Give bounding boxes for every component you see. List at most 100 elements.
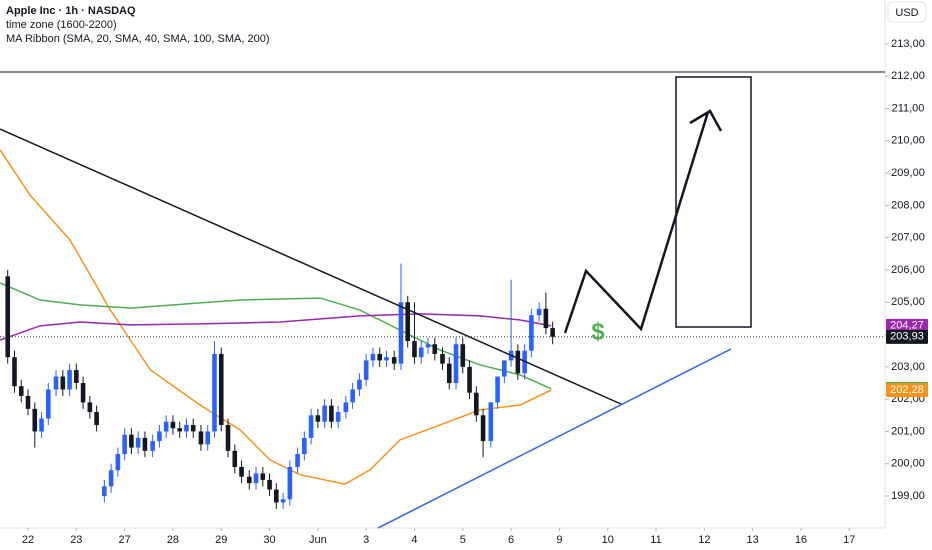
indicator-label: MA Ribbon (SMA, 20, SMA, 40, SMA, 100, S… — [6, 33, 270, 45]
moving-average — [0, 149, 552, 485]
candle-body — [467, 366, 472, 393]
candle-body — [343, 402, 349, 413]
candle-body — [274, 489, 279, 503]
candle-body — [184, 424, 189, 432]
x-tick-label: 16 — [795, 534, 807, 546]
price-tag — [886, 318, 928, 333]
candle-body — [122, 434, 127, 455]
x-tick-label: 17 — [843, 534, 855, 546]
candle-body — [350, 389, 355, 403]
candle-body — [94, 412, 99, 425]
moving-average — [0, 313, 552, 341]
x-tick-label: 4 — [411, 534, 417, 546]
price-tag-label: 203,93 — [890, 331, 924, 343]
candle-body — [370, 353, 376, 361]
x-tick-label: 3 — [363, 534, 369, 546]
currency-label[interactable]: USD — [895, 7, 918, 19]
session-info: time zone (1600-2200) — [6, 19, 117, 31]
candle-body — [108, 470, 114, 487]
trend-line — [377, 348, 732, 529]
candle-body — [218, 353, 224, 425]
moving-average — [0, 282, 552, 390]
projection-path — [563, 111, 710, 334]
x-tick-label: 5 — [460, 534, 466, 546]
candle-body — [142, 437, 148, 451]
candle-body — [391, 357, 397, 364]
x-tick-label: 6 — [508, 534, 514, 546]
candle-body — [102, 486, 107, 497]
candle-body — [80, 383, 86, 403]
x-tick-label: Jun — [309, 534, 327, 546]
y-tick-label: 200,00 — [891, 458, 925, 470]
candle-body — [440, 353, 445, 364]
trend-line — [0, 128, 622, 405]
candle-body — [198, 431, 204, 445]
candle-body — [495, 376, 500, 403]
arrow-head — [689, 109, 723, 132]
y-tick-label: 212,00 — [891, 70, 925, 82]
candle-body — [308, 415, 314, 438]
candle-body — [357, 379, 362, 390]
candle-body — [225, 424, 231, 451]
candle-body — [432, 344, 438, 354]
candle-body — [18, 386, 24, 396]
candle-body — [322, 405, 327, 422]
candle-body — [398, 302, 404, 364]
x-tick-label: 23 — [70, 534, 82, 546]
candle-body — [46, 389, 51, 419]
candle-body — [163, 421, 169, 432]
candle-body — [377, 353, 382, 361]
candle-body — [329, 405, 334, 422]
candle-body — [260, 473, 266, 480]
candle-body — [239, 466, 244, 477]
candle-body — [315, 415, 321, 422]
price-tag-label: 204,27 — [890, 320, 924, 332]
y-tick-label: 211,00 — [892, 102, 925, 114]
y-tick-label: 205,00 — [891, 296, 925, 308]
candle-body — [12, 357, 17, 387]
candle-body — [150, 441, 155, 451]
y-tick-label: 201,00 — [891, 425, 925, 437]
candle-body — [5, 276, 11, 358]
price-tag — [886, 329, 928, 344]
candle-body — [480, 415, 486, 442]
candle-body — [267, 479, 272, 490]
y-tick-label: 210,00 — [891, 135, 925, 147]
candle-body — [446, 363, 452, 384]
y-tick-label: 208,00 — [891, 199, 925, 211]
candle-body — [460, 344, 466, 367]
price-tag — [886, 383, 928, 398]
candle-body — [488, 402, 494, 442]
x-tick-label: 9 — [556, 534, 562, 546]
candle-body — [129, 434, 134, 448]
candle-body — [246, 476, 252, 484]
candle-body — [253, 473, 259, 484]
candle-body — [550, 328, 555, 337]
price-tag-label: 202,28 — [890, 384, 924, 396]
candle-body — [60, 376, 66, 390]
candle-body — [515, 350, 521, 374]
plot: 199,00200,00201,00202,00203,00204,00205,… — [0, 38, 925, 546]
y-tick-label: 206,00 — [891, 264, 925, 276]
currency-button[interactable] — [887, 1, 927, 23]
x-tick-label: 13 — [747, 534, 759, 546]
candle-body — [232, 450, 238, 467]
candle-body — [212, 353, 217, 432]
candle-body — [529, 315, 534, 351]
candle-body — [453, 344, 459, 384]
candle-body — [405, 302, 411, 342]
y-tick-label: 203,00 — [891, 361, 925, 373]
candle-body — [39, 418, 44, 432]
y-tick-label: 207,00 — [891, 232, 925, 244]
y-tick-label: 209,00 — [891, 167, 925, 179]
x-tick-label: 11 — [650, 534, 661, 546]
x-tick-label: 27 — [119, 534, 131, 546]
candle-body — [287, 466, 293, 500]
candle-body — [425, 344, 431, 348]
candle-body — [295, 454, 300, 467]
candle-body — [543, 308, 549, 329]
candle-body — [53, 376, 59, 390]
candle-body — [536, 308, 542, 316]
